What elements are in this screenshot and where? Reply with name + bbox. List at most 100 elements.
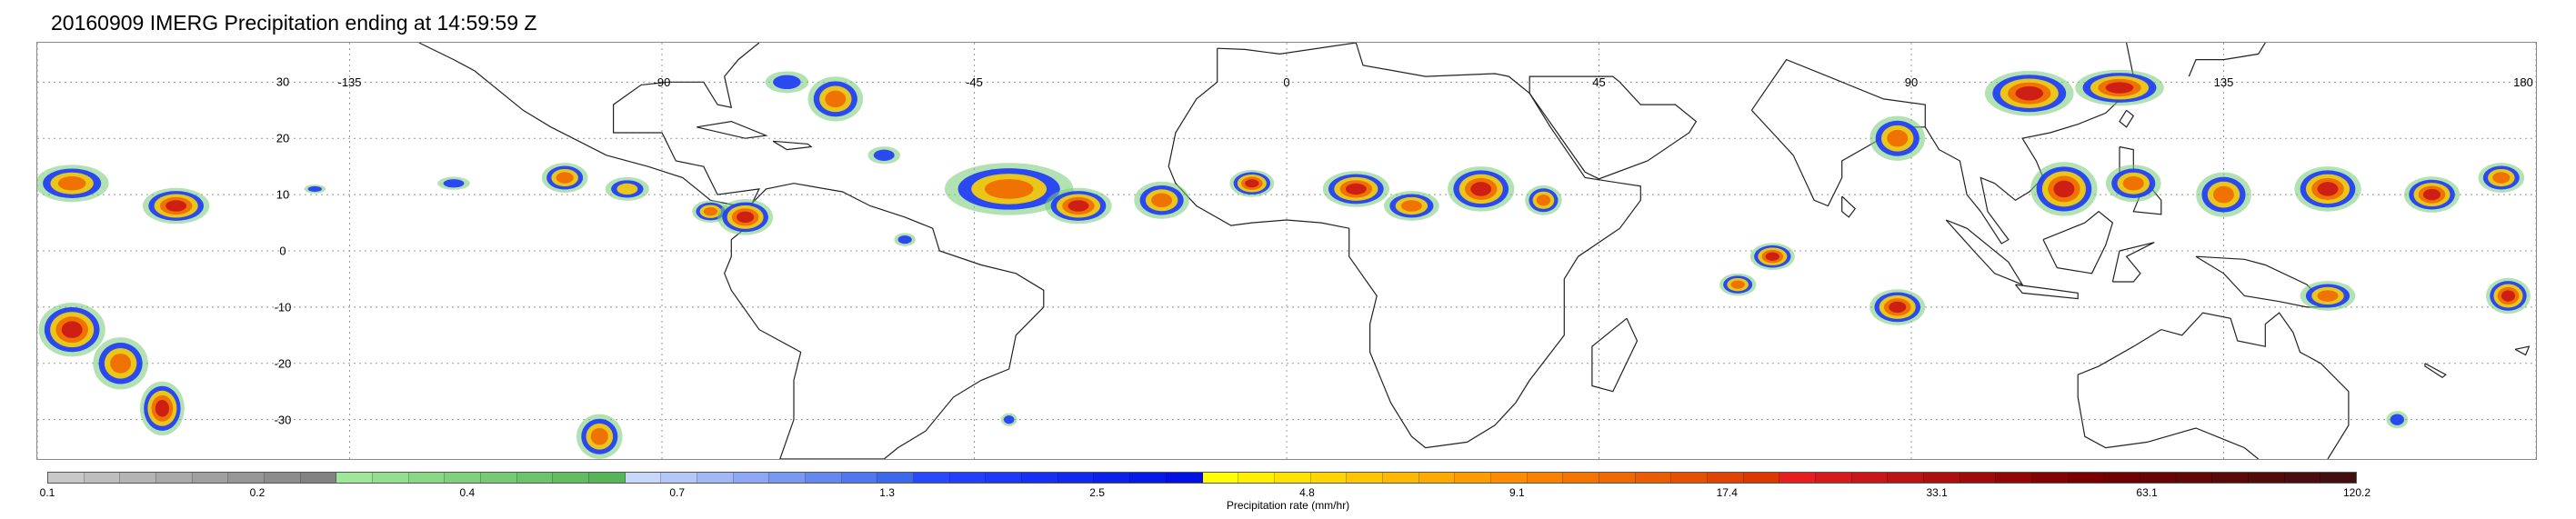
colorbar-swatch — [2320, 473, 2356, 483]
colorbar-swatch — [1274, 473, 1311, 483]
colorbar-title: Precipitation rate (mm/hr) — [1226, 499, 1350, 512]
lon-label: 135 — [2213, 75, 2234, 89]
precip-cell — [307, 185, 322, 193]
colorbar-swatch — [84, 473, 121, 483]
lon-label: 180 — [2513, 75, 2533, 89]
colorbar-swatch — [1923, 473, 1960, 483]
precip-cell — [873, 149, 895, 161]
precip-cell — [703, 207, 718, 216]
precip-cell — [1400, 200, 1422, 212]
colorbar-swatch — [877, 473, 915, 483]
colorbar-swatch — [516, 473, 554, 483]
coastline — [2111, 242, 2155, 283]
precip-cell — [1067, 200, 1089, 212]
precipitation-map: 30 20 10 0 -10 -20 -30 -135 -90 -45 0 45 90 135 180 — [36, 42, 2537, 460]
coastline — [1529, 75, 1698, 180]
precip-cell — [110, 353, 132, 374]
colorbar-swatch — [1130, 473, 1167, 483]
precip-cell — [443, 179, 465, 188]
colorbar-swatch — [408, 473, 446, 483]
precip-cell — [1245, 179, 1259, 188]
colorbar-swatch — [2068, 473, 2105, 483]
colorbar-swatch — [336, 473, 374, 483]
colorbar-tick-label: 120.2 — [2342, 486, 2371, 499]
precip-cell — [1889, 301, 1907, 314]
colorbar-swatch — [1382, 473, 1419, 483]
colorbar-swatch — [1022, 473, 1058, 483]
colorbar-tick-label: 0.1 — [39, 486, 55, 499]
colorbar-tick-label: 17.4 — [1716, 486, 1738, 499]
lon-label: -90 — [653, 75, 671, 89]
precip-cell — [165, 200, 187, 212]
colorbar-tick-label: 4.8 — [1299, 486, 1315, 499]
colorbar-swatch — [841, 473, 878, 483]
precip-cell — [590, 427, 608, 445]
colorbar-swatch — [806, 473, 842, 483]
colorbar-tick-label: 1.3 — [879, 486, 895, 499]
colorbar-swatch — [2140, 473, 2177, 483]
precip-cell — [1470, 182, 1492, 196]
precip-cell — [1730, 280, 1745, 289]
precip-cell — [773, 75, 801, 90]
colorbar-swatch — [1599, 473, 1636, 483]
colorbar-swatch — [914, 473, 950, 483]
lon-label: 45 — [1592, 75, 1606, 89]
colorbar-swatch — [1527, 473, 1564, 483]
precip-cell — [2492, 172, 2511, 184]
colorbar-swatch — [1202, 473, 1239, 483]
colorbar-tick-label: 63.1 — [2136, 486, 2158, 499]
precip-cell — [2105, 82, 2134, 94]
coastline — [2015, 284, 2079, 300]
coastline — [2119, 109, 2135, 128]
colorbar-swatch — [481, 473, 517, 483]
colorbar-swatch — [625, 473, 662, 483]
lat-label: 10 — [276, 187, 290, 202]
colorbar-swatch — [949, 473, 987, 483]
precip-cell — [2122, 175, 2144, 191]
colorbar-swatch — [1707, 473, 1744, 483]
coastline — [2042, 210, 2114, 274]
precip-cell — [737, 211, 755, 224]
coastline — [1168, 43, 1641, 449]
colorbar-swatch — [1960, 473, 1997, 483]
colorbar-swatch — [228, 473, 266, 483]
lon-label: 90 — [1904, 75, 1919, 89]
colorbar-swatch — [48, 473, 85, 483]
coastline — [2424, 363, 2447, 379]
colorbar-swatch — [697, 473, 734, 483]
colorbar-swatch — [1851, 473, 1889, 483]
colorbar-swatch — [1094, 473, 1131, 483]
colorbar-swatch — [156, 473, 193, 483]
lat-label: 30 — [276, 75, 290, 89]
precip-cell — [1887, 129, 1909, 147]
coastline — [2514, 345, 2531, 356]
colorbar-tick-label: 0.4 — [459, 486, 476, 499]
precip-cell — [2422, 188, 2441, 201]
colorbar-swatch — [1057, 473, 1095, 483]
precip-cell — [2317, 290, 2339, 302]
lat-label: 20 — [276, 131, 290, 145]
colorbar-swatch — [2212, 473, 2249, 483]
coastline — [697, 120, 768, 139]
colorbar-swatch — [1671, 473, 1708, 483]
colorbar-swatch — [1563, 473, 1599, 483]
colorbar-swatch — [120, 473, 157, 483]
colorbar-swatch — [553, 473, 590, 483]
coastline — [418, 43, 760, 207]
precip-cell — [2053, 180, 2075, 198]
colorbar-swatch — [1347, 473, 1383, 483]
colorbar-tick-label: 0.7 — [669, 486, 686, 499]
colorbar-tick-label: 9.1 — [1509, 486, 1525, 499]
colorbar-swatch — [2104, 473, 2140, 483]
coastline — [724, 183, 1045, 459]
colorbar-swatch — [192, 473, 229, 483]
coastline — [2077, 312, 2350, 459]
coastline — [2188, 43, 2266, 77]
colorbar-swatch — [769, 473, 807, 483]
precip-cell — [2501, 290, 2516, 302]
lat-label: 0 — [279, 244, 286, 258]
precip-cell — [61, 321, 83, 338]
map-canvas — [37, 43, 2536, 459]
precip-cell — [616, 183, 638, 195]
colorbar-swatch — [1635, 473, 1672, 483]
